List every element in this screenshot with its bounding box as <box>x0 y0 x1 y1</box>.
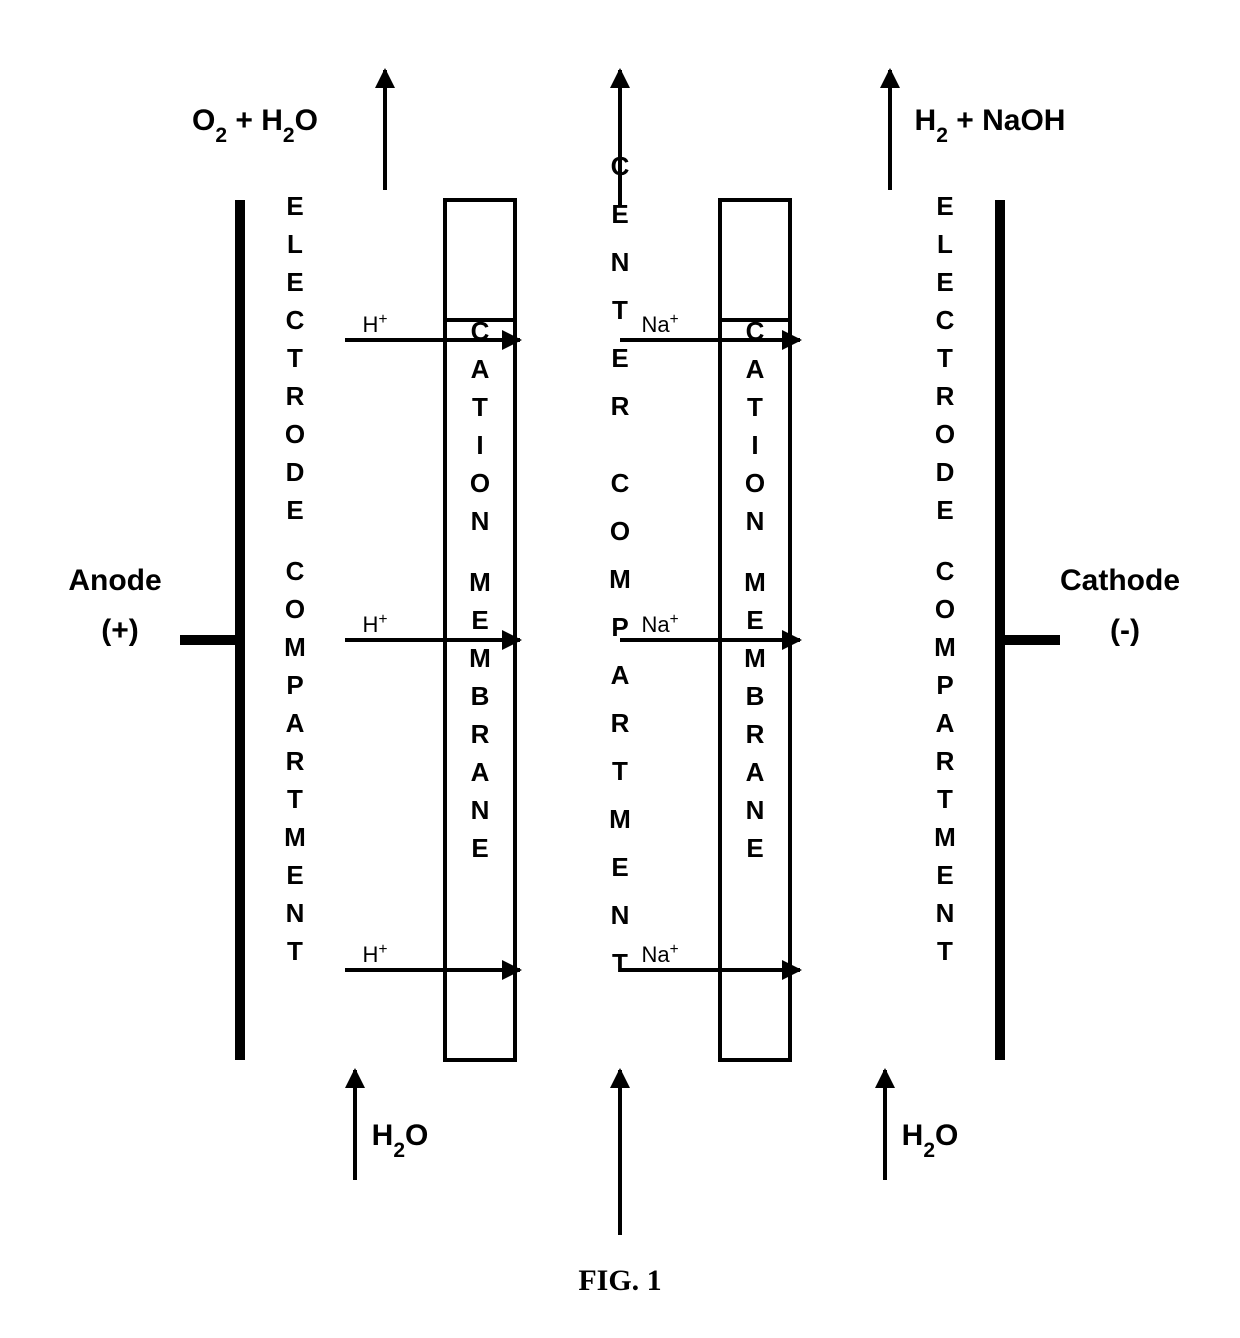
ion-label-h-1: H+ <box>363 611 388 638</box>
ion-label-na-0: Na+ <box>641 311 678 338</box>
label-electrode-compartment-right: ELECTRODECOMPARTMENT <box>934 191 956 966</box>
label-center-compartment: CENTERCOMPARTMENT <box>609 151 631 978</box>
label-cation-membrane-right: CATIONMEMBRANE <box>744 316 766 863</box>
anode-label: Anode <box>68 564 161 597</box>
top-label-left: O2 + H2O <box>192 104 318 147</box>
ion-label-h-0: H+ <box>363 311 388 338</box>
top-label-right: H2 + NaOH <box>915 104 1066 147</box>
figure-caption: FIG. 1 <box>0 1264 1240 1298</box>
ion-label-na-1: Na+ <box>641 611 678 638</box>
label-electrode-compartment-left: ELECTRODECOMPARTMENT <box>284 191 306 966</box>
bottom-label-right: H2O <box>902 1119 959 1162</box>
ion-label-na-2: Na+ <box>641 941 678 968</box>
cathode-sign: (-) <box>1110 614 1140 647</box>
bottom-label-left: H2O <box>372 1119 429 1162</box>
ion-label-h-2: H+ <box>363 941 388 968</box>
cathode-label: Cathode <box>1060 564 1180 597</box>
anode-sign: (+) <box>101 614 139 647</box>
label-cation-membrane-left: CATIONMEMBRANE <box>469 316 491 863</box>
